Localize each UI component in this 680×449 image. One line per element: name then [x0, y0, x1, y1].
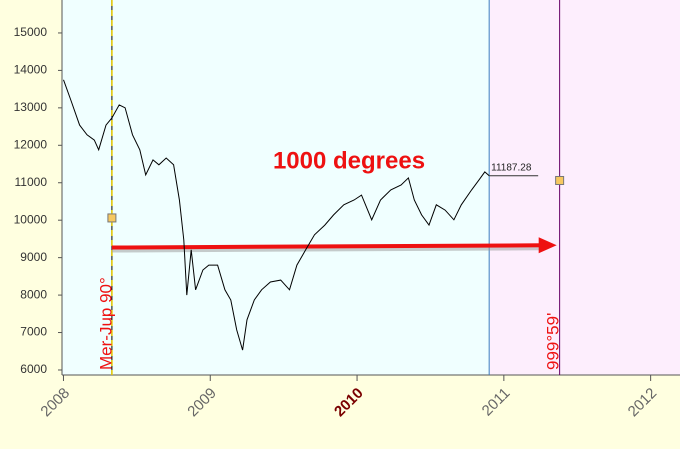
y-tick-label: 14000: [14, 63, 48, 77]
y-tick-label: 9000: [20, 250, 47, 264]
last-value-label: 11187.28: [491, 162, 532, 173]
y-tick-label: 10000: [14, 212, 48, 226]
y-tick-label: 11000: [15, 175, 48, 189]
marker: [107, 213, 117, 223]
arrow-shaft: [111, 246, 543, 253]
marker: [555, 175, 565, 185]
y-tick-label: 15000: [14, 25, 48, 39]
y-tick-label: 8000: [20, 287, 47, 301]
y-tick-label: 6000: [20, 362, 47, 376]
arrow-head: [538, 237, 557, 254]
annotation: 999°59': [543, 313, 562, 370]
shade-region: [489, 0, 680, 375]
arrow-shaft: [111, 243, 543, 250]
y-tick-label: 7000: [20, 325, 47, 339]
annotation: 1000 degrees: [273, 147, 425, 174]
y-tick-label: 13000: [14, 100, 48, 114]
price-line: [63, 79, 490, 351]
y-tick-label: 12000: [14, 137, 48, 151]
annotation: Mer-Jup 90°: [96, 277, 115, 370]
